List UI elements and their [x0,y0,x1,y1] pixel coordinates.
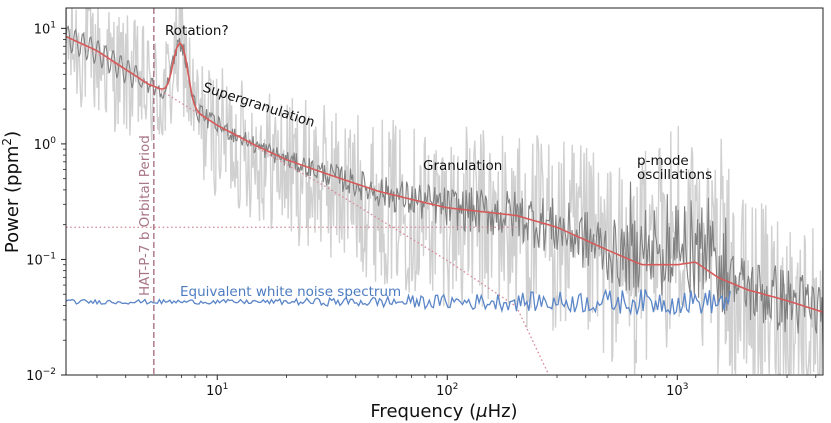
background-fit-series [66,35,823,313]
x-tick-label: 102 [436,382,458,399]
pmode-annotation-line2: oscillations [637,167,712,183]
plot-area [66,8,823,375]
x-tick-label: 103 [666,382,688,399]
pmode-annotation-line1: p-mode [637,153,689,169]
orbital-period-annotation: HAT-P-7 b Orbital Period [137,135,153,296]
raw-spectrum-line [66,8,823,375]
white-noise-series [66,288,731,316]
white-noise-annotation: Equivalent white noise spectrum [180,284,401,300]
axis-ticks: 101 102 103 101 100 10−1 10−2 [26,20,817,399]
y-tick-label: 101 [34,20,56,37]
y-axis-label: Power (ppm2) [0,131,23,253]
x-tick-label: 101 [206,382,228,399]
rotation-annotation: Rotation? [165,23,229,39]
axes-frame [65,7,824,376]
raw-spectrum-series [66,8,823,375]
y-tick-label: 10−1 [26,251,56,268]
x-axis-label: Frequency (μHz) [370,401,517,422]
y-tick-label: 10−2 [26,367,56,384]
y-tick-label: 100 [34,136,57,153]
granulation-annotation: Granulation [423,158,502,174]
